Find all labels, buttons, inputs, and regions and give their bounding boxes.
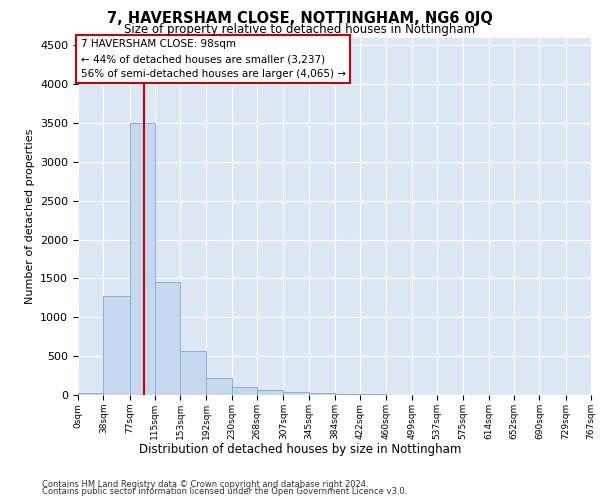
Bar	[257, 390, 283, 395]
Bar	[78, 392, 103, 395]
Bar	[360, 394, 386, 395]
Bar	[232, 387, 257, 395]
Bar	[283, 392, 309, 395]
Text: Size of property relative to detached houses in Nottingham: Size of property relative to detached ho…	[124, 22, 476, 36]
Bar	[103, 296, 130, 395]
Text: 7, HAVERSHAM CLOSE, NOTTINGHAM, NG6 0JQ: 7, HAVERSHAM CLOSE, NOTTINGHAM, NG6 0JQ	[107, 11, 493, 26]
Bar	[181, 352, 206, 395]
Text: Contains public sector information licensed under the Open Government Licence v3: Contains public sector information licen…	[42, 487, 407, 496]
Bar	[309, 393, 335, 395]
Bar	[206, 378, 232, 395]
Y-axis label: Number of detached properties: Number of detached properties	[25, 128, 35, 304]
Text: Distribution of detached houses by size in Nottingham: Distribution of detached houses by size …	[139, 442, 461, 456]
Bar	[335, 394, 360, 395]
Bar	[130, 123, 155, 395]
Bar	[155, 282, 181, 395]
Text: 7 HAVERSHAM CLOSE: 98sqm
← 44% of detached houses are smaller (3,237)
56% of sem: 7 HAVERSHAM CLOSE: 98sqm ← 44% of detach…	[80, 40, 346, 79]
Text: Contains HM Land Registry data © Crown copyright and database right 2024.: Contains HM Land Registry data © Crown c…	[42, 480, 368, 489]
